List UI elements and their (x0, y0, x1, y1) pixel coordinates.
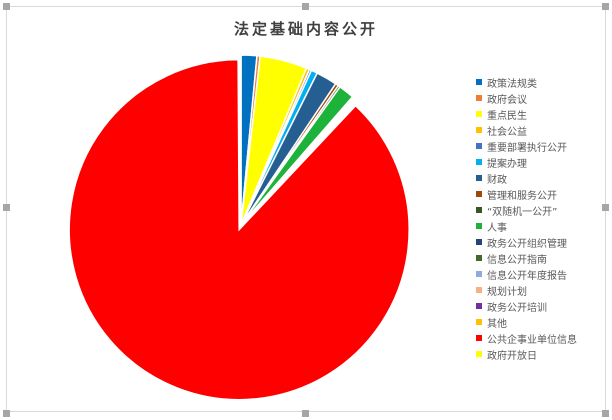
legend-swatch (476, 335, 482, 341)
legend-item[interactable]: 公共企事业单位信息 (476, 330, 577, 346)
legend-label: 政府会议 (487, 94, 527, 106)
legend-label: 管理和服务公开 (487, 190, 557, 202)
legend-item[interactable]: 政务公开培训 (476, 298, 577, 314)
resize-handle[interactable] (302, 410, 309, 417)
legend-label: 社会公益 (487, 126, 527, 138)
legend-item[interactable]: 政府开放日 (476, 346, 577, 362)
legend-label: 信息公开指南 (487, 254, 547, 266)
legend-swatch (476, 287, 482, 293)
legend-swatch (476, 255, 482, 261)
legend-label: 政务公开培训 (487, 302, 547, 314)
legend-item[interactable]: 信息公开指南 (476, 250, 577, 266)
legend: 政策法规类政府会议重点民生社会公益重要部署执行公开 提案办理财政管理和服务公开 “双… (476, 74, 577, 362)
resize-handle[interactable] (602, 204, 609, 211)
legend-swatch (476, 111, 482, 117)
legend-item[interactable]: 重要部署执行公开 (476, 138, 577, 154)
legend-swatch (476, 79, 482, 85)
pie-slice[interactable] (239, 54, 242, 226)
legend-item[interactable]: 提案办理 (476, 154, 577, 170)
legend-swatch (476, 351, 482, 357)
legend-swatch (476, 159, 482, 165)
legend-label: 政府开放日 (487, 350, 537, 362)
legend-item[interactable]: 人事 (476, 218, 577, 234)
legend-swatch (476, 239, 482, 245)
legend-item[interactable]: 财政 (476, 170, 577, 186)
legend-label: 信息公开年度报告 (487, 270, 567, 282)
legend-swatch (476, 207, 482, 213)
legend-swatch (476, 175, 482, 181)
pie-slice[interactable] (68, 58, 410, 401)
resize-handle[interactable] (602, 410, 609, 417)
legend-swatch (476, 303, 482, 309)
legend-item[interactable]: 信息公开年度报告 (476, 266, 577, 282)
legend-swatch (476, 143, 482, 149)
legend-swatch (476, 191, 482, 197)
legend-label: 人事 (487, 222, 507, 234)
legend-swatch (476, 319, 482, 325)
legend-item[interactable]: “双随机一公开” (476, 202, 577, 218)
legend-item[interactable]: 其他 (476, 314, 577, 330)
legend-swatch (476, 127, 482, 133)
resize-handle[interactable] (3, 410, 10, 417)
resize-handle[interactable] (3, 3, 10, 10)
legend-label: 规划计划 (487, 286, 527, 298)
legend-item[interactable]: 社会公益 (476, 122, 577, 138)
legend-label: 提案办理 (487, 158, 527, 170)
legend-swatch (476, 271, 482, 277)
legend-label: 重点民生 (487, 110, 527, 122)
legend-item[interactable]: 重点民生 (476, 106, 577, 122)
legend-swatch (476, 95, 482, 101)
legend-label: 公共企事业单位信息 (487, 334, 577, 346)
legend-label: “双随机一公开” (487, 206, 558, 218)
pie-slice[interactable] (240, 99, 359, 226)
legend-swatch (476, 223, 482, 229)
legend-item[interactable]: 规划计划 (476, 282, 577, 298)
legend-label: 重要部署执行公开 (487, 142, 567, 154)
legend-label: 政策法规类 (487, 78, 537, 90)
resize-handle[interactable] (602, 3, 609, 10)
legend-label: 财政 (487, 174, 507, 186)
legend-item[interactable]: 管理和服务公开 (476, 186, 577, 202)
legend-item[interactable]: 政务公开组织管理 (476, 234, 577, 250)
legend-label: 政务公开组织管理 (487, 238, 567, 250)
resize-handle[interactable] (302, 3, 309, 10)
resize-handle[interactable] (3, 204, 10, 211)
legend-item[interactable]: 政策法规类 (476, 74, 577, 90)
legend-label: 其他 (487, 318, 507, 330)
chart-title: 法定基础内容公开 (233, 20, 378, 38)
legend-item[interactable]: 政府会议 (476, 90, 577, 106)
